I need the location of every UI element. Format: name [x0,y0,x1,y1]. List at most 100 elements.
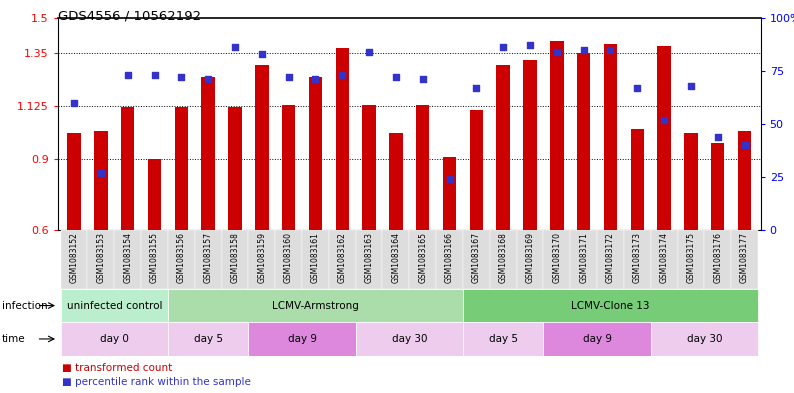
Text: day 0: day 0 [100,334,129,344]
Point [94,169,107,176]
Text: GSM1083166: GSM1083166 [445,231,454,283]
Point [631,84,644,91]
Bar [463,289,758,322]
Text: GSM1083154: GSM1083154 [123,231,132,283]
Text: GSM1083173: GSM1083173 [633,231,642,283]
Bar [738,131,751,230]
Bar [302,230,329,289]
Bar [362,105,376,230]
Text: day 9: day 9 [287,334,317,344]
Point [363,48,376,55]
Text: day 5: day 5 [194,334,222,344]
Text: LCMV-Armstrong: LCMV-Armstrong [272,301,359,310]
Point [524,42,537,48]
Bar [704,230,731,289]
Text: day 30: day 30 [687,334,722,344]
Bar [684,133,698,230]
Bar [603,44,617,230]
Bar [624,230,651,289]
Text: GSM1083162: GSM1083162 [337,231,347,283]
Bar [356,230,383,289]
Bar [443,157,457,230]
Bar [60,230,87,289]
Text: day 30: day 30 [391,334,427,344]
Point [657,116,670,123]
Bar [282,105,295,230]
Bar [416,105,430,230]
Point [711,133,724,140]
Text: ■ percentile rank within the sample: ■ percentile rank within the sample [62,377,251,387]
Point [282,74,295,80]
Bar [517,230,543,289]
Bar [309,77,322,230]
Bar [436,230,463,289]
Text: GSM1083161: GSM1083161 [311,231,320,283]
Point [121,72,134,78]
Bar [651,230,677,289]
Point [550,48,563,55]
Bar [168,230,195,289]
Text: GSM1083156: GSM1083156 [177,231,186,283]
Text: day 9: day 9 [583,334,611,344]
Text: GSM1083159: GSM1083159 [257,231,266,283]
Bar [249,230,276,289]
Point [175,74,187,80]
Text: GSM1083167: GSM1083167 [472,231,481,283]
Bar [228,107,241,230]
Bar [657,46,671,230]
Point [336,72,349,78]
Bar [175,107,188,230]
Point [390,74,403,80]
Text: GSM1083176: GSM1083176 [713,231,723,283]
Point [684,83,697,89]
Text: uninfected control: uninfected control [67,301,162,310]
Text: time: time [2,334,25,344]
Bar [470,110,483,230]
Bar [731,230,758,289]
Text: GSM1083152: GSM1083152 [70,231,79,283]
Bar [463,230,490,289]
Bar [222,230,249,289]
Point [497,44,510,51]
Text: GSM1083165: GSM1083165 [418,231,427,283]
Text: GSM1083153: GSM1083153 [96,231,106,283]
Text: infection: infection [2,301,47,310]
Point [416,76,429,83]
Bar [94,131,107,230]
Point [229,44,241,51]
Bar [336,48,349,230]
Bar [114,230,141,289]
Text: GSM1083175: GSM1083175 [687,231,696,283]
Bar [276,230,302,289]
Bar [67,133,81,230]
Bar [168,322,249,356]
Bar [597,230,624,289]
Bar [543,230,570,289]
Point [577,46,590,53]
Bar [148,159,161,230]
Bar [543,322,651,356]
Bar [255,65,268,230]
Bar [168,289,463,322]
Text: GSM1083155: GSM1083155 [150,231,159,283]
Bar [329,230,356,289]
Point [256,51,268,57]
Bar [60,289,168,322]
Bar [677,230,704,289]
Text: GDS4556 / 10562192: GDS4556 / 10562192 [58,10,201,23]
Text: GSM1083172: GSM1083172 [606,231,615,283]
Text: ■ transformed count: ■ transformed count [62,363,172,373]
Text: GSM1083174: GSM1083174 [660,231,669,283]
Text: GSM1083163: GSM1083163 [364,231,373,283]
Bar [577,53,591,230]
Bar [523,60,537,230]
Bar [570,230,597,289]
Text: LCMV-Clone 13: LCMV-Clone 13 [571,301,649,310]
Text: GSM1083164: GSM1083164 [391,231,400,283]
Bar [651,322,758,356]
Bar [60,322,168,356]
Bar [383,230,410,289]
Point [738,142,751,148]
Bar [389,133,403,230]
Text: GSM1083168: GSM1083168 [499,231,507,283]
